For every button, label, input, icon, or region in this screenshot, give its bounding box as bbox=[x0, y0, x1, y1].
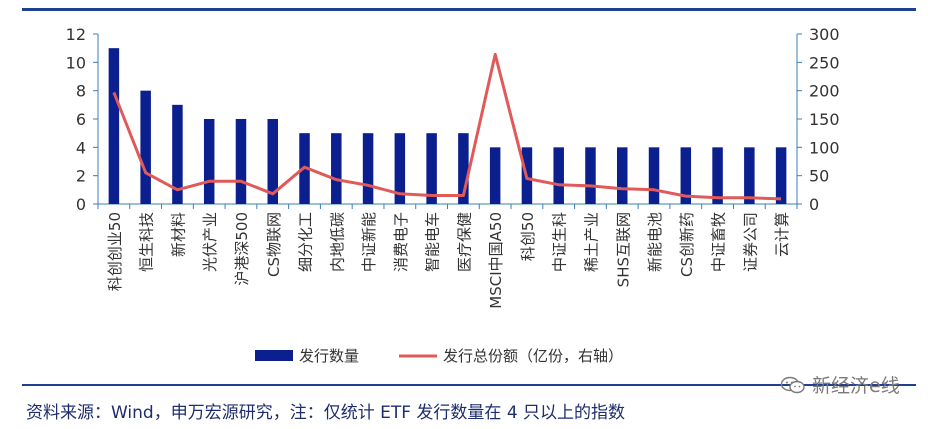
right-tick-label: 250 bbox=[809, 53, 840, 72]
right-tick-label: 50 bbox=[809, 167, 829, 186]
bar bbox=[617, 147, 628, 204]
bar bbox=[680, 147, 692, 204]
right-tick-label: 0 bbox=[809, 195, 819, 214]
bar bbox=[585, 147, 596, 204]
category-label: 新能电池 bbox=[646, 212, 664, 272]
left-tick-label: 0 bbox=[76, 195, 86, 214]
bar bbox=[235, 119, 247, 204]
category-label: 光伏产业 bbox=[201, 212, 219, 272]
category-label: 证券公司 bbox=[741, 212, 759, 272]
left-tick-label: 8 bbox=[76, 82, 86, 101]
bar bbox=[648, 147, 660, 204]
category-label: CS创新药 bbox=[678, 212, 696, 277]
category-label: 恒生科技 bbox=[138, 212, 156, 272]
bar bbox=[458, 133, 469, 204]
category-label: 中证生科 bbox=[551, 212, 569, 272]
watermark-text: 新经济e线 bbox=[812, 375, 900, 397]
right-tick-label: 200 bbox=[809, 82, 840, 101]
right-tick-label: 300 bbox=[809, 25, 840, 44]
bar bbox=[775, 147, 787, 204]
category-label: 消费电子 bbox=[392, 212, 410, 272]
category-label: 内地低碳 bbox=[328, 212, 346, 272]
bottom-rule bbox=[22, 384, 916, 386]
legend-label-bars: 发行数量 bbox=[299, 347, 359, 365]
bar bbox=[331, 133, 342, 204]
bar bbox=[267, 119, 278, 204]
bar bbox=[394, 133, 406, 204]
category-label: 医疗保健 bbox=[455, 212, 473, 272]
bar bbox=[362, 133, 374, 204]
bar bbox=[172, 104, 183, 204]
bar bbox=[140, 90, 151, 204]
bar bbox=[426, 133, 437, 204]
category-label: 科创50 bbox=[519, 212, 537, 261]
left-tick-label: 12 bbox=[66, 25, 86, 44]
category-label: 沪港深500 bbox=[233, 212, 251, 286]
watermark: 新经济e线 bbox=[780, 371, 900, 398]
source-note: 资料来源：Wind，申万宏源研究，注：仅统计 ETF 发行数量在 4 只以上的指… bbox=[26, 403, 626, 423]
line-series bbox=[112, 52, 782, 201]
category-label: CS物联网 bbox=[265, 212, 283, 277]
category-label: 稀土产业 bbox=[582, 212, 600, 272]
right-tick-label: 150 bbox=[809, 110, 840, 129]
wechat-icon bbox=[780, 376, 805, 393]
left-tick-label: 6 bbox=[76, 110, 86, 129]
category-label: 科创创业50 bbox=[106, 212, 124, 291]
category-label: 云计算 bbox=[773, 212, 791, 257]
bar bbox=[553, 147, 564, 204]
category-label: 智能电车 bbox=[424, 212, 442, 272]
legend-swatch-bars bbox=[255, 350, 293, 361]
category-label: SHS互联网 bbox=[614, 212, 632, 287]
bar bbox=[203, 119, 215, 204]
left-tick-label: 4 bbox=[76, 138, 86, 157]
top-rule bbox=[22, 8, 916, 11]
category-label: 细分化工 bbox=[297, 212, 315, 272]
combo-chart: 0 2 4 6 8 10 12 0 50 100 150 200 250 300 科创创业50 恒生科技 新材料… bbox=[66, 25, 840, 365]
category-label: 新材料 bbox=[169, 212, 187, 257]
bar bbox=[744, 147, 755, 204]
left-tick-label: 10 bbox=[66, 53, 86, 72]
category-label: MSCI中国A50 bbox=[487, 212, 505, 309]
right-tick-label: 100 bbox=[809, 138, 840, 157]
legend-label-line: 发行总份额（亿份，右轴） bbox=[443, 347, 623, 365]
category-label: 中证新能 bbox=[360, 212, 378, 272]
bar bbox=[108, 48, 120, 204]
bar bbox=[489, 147, 501, 204]
bar bbox=[712, 147, 723, 204]
category-label: 中证畜牧 bbox=[710, 212, 728, 272]
left-tick-label: 2 bbox=[76, 167, 86, 186]
